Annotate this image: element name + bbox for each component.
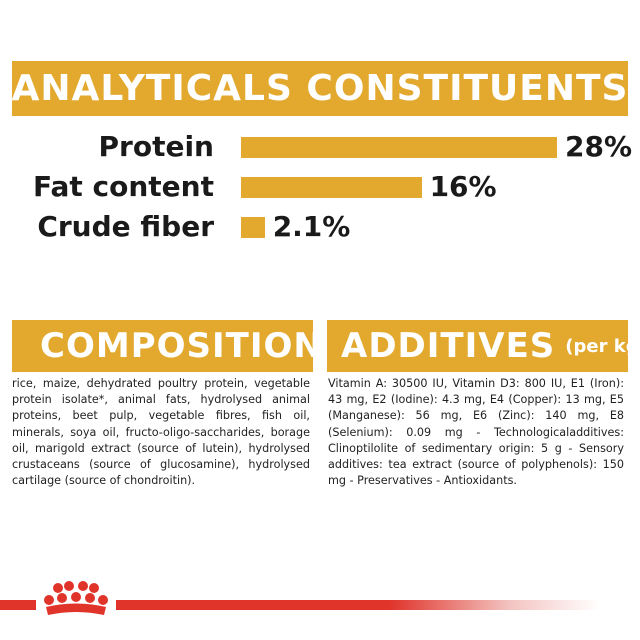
composition-title: COMPOSITION — [40, 326, 323, 366]
row-bar — [241, 217, 265, 238]
row-label: Protein — [98, 130, 214, 163]
composition-header: COMPOSITION — [12, 320, 322, 372]
analytics-banner: ANALYTICALS CONSTITUENTS — [12, 61, 628, 116]
analytics-title: ANALYTICALS CONSTITUENTS — [11, 68, 629, 109]
row-value: 28% — [565, 130, 633, 163]
additives-text: Vitamin A: 30500 IU, Vitamin D3: 800 IU,… — [328, 377, 624, 488]
row-label: Crude fiber — [37, 210, 214, 243]
royal-canin-crown-icon — [44, 581, 108, 615]
analytics-row-fat: Fat content 16% — [0, 171, 640, 203]
row-value: 2.1% — [272, 210, 351, 243]
row-value: 16% — [429, 170, 497, 203]
row-label: Fat content — [33, 170, 214, 203]
row-bar — [241, 137, 557, 158]
analytics-row-protein: Protein 28% — [0, 131, 640, 163]
composition-text: rice, maize, dehydrated poultry protein,… — [12, 377, 310, 488]
row-bar — [241, 177, 422, 198]
additives-header: ADDITIVES (per kg) — [327, 320, 640, 372]
additives-title: ADDITIVES — [341, 326, 556, 366]
analytics-row-fiber: Crude fiber 2.1% — [0, 211, 640, 243]
additives-unit: (per kg) — [565, 335, 640, 357]
footer-red-line — [0, 600, 600, 610]
royal-canin-logo — [36, 580, 116, 622]
